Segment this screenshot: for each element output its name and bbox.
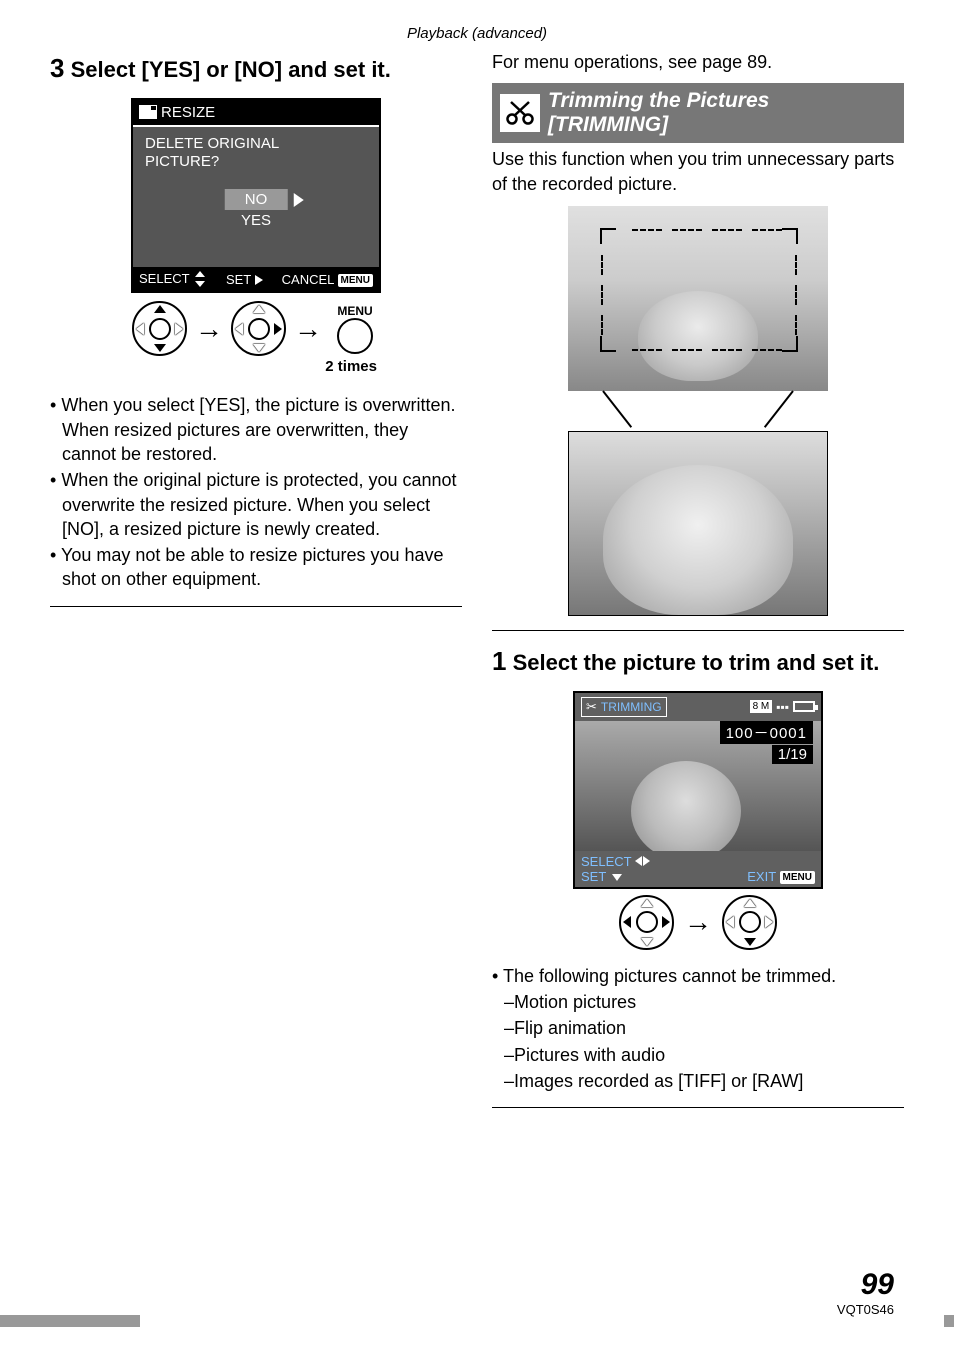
footer-set: SET (581, 869, 606, 884)
note-item: When you select [YES], the picture is ov… (50, 393, 462, 466)
trimming-section-header: Trimming the Pictures [TRIMMING] (492, 83, 904, 143)
resize-lcd-titlebar: RESIZE (133, 100, 379, 127)
footer-select: SELECT (581, 854, 631, 869)
section-divider (492, 630, 904, 631)
bear-image-placeholder (603, 465, 793, 615)
resize-options: NO YES (225, 189, 288, 229)
footer-bar-left (0, 1315, 140, 1327)
frame-number: 1/19 (772, 745, 813, 764)
dpad-updown[interactable] (132, 301, 187, 356)
picture-icon (139, 105, 157, 119)
resize-lcd: RESIZE DELETE ORIGINAL PICTURE? NO YES S… (131, 98, 381, 294)
footer-set: SET (226, 272, 251, 287)
menu-badge: MENU (780, 871, 815, 884)
cannot-trim-intro: The following pictures cannot be trimmed… (492, 964, 904, 1093)
menu-button-label: MENU (330, 304, 380, 318)
menu-button-circle-icon (337, 318, 373, 354)
arrow-icon: → (294, 313, 322, 345)
page-number: 99 (837, 1268, 894, 1302)
file-number: 100－0001 (720, 721, 813, 744)
trimming-lcd-footer: SELECT SET EXIT MENU (575, 851, 821, 887)
scissor-icon (500, 94, 540, 132)
lcd-top-icons: 8 M ▪▪▪ (750, 700, 815, 714)
crop-rectangle (602, 230, 796, 350)
trimming-lcd-title: ✂ TRIMMING (581, 697, 667, 717)
trim-source-image (568, 206, 828, 391)
two-times-label: 2 times (131, 358, 381, 375)
trimming-lcd-top: ✂ TRIMMING 8 M ▪▪▪ (575, 693, 821, 721)
step3-text: Select [YES] or [NO] and set it. (71, 57, 391, 82)
scissor-mini-icon: ✂ (586, 699, 597, 715)
right-column: For menu operations, see page 89. Trimmi… (492, 52, 904, 1122)
dpad-sequence-2: → (492, 895, 904, 950)
left-column: 3 Select [YES] or [NO] and set it. RESIZ… (50, 52, 462, 1122)
footer-cancel: CANCEL (282, 272, 334, 287)
resize-option-no[interactable]: NO (225, 189, 288, 210)
resize-lcd-body: DELETE ORIGINAL PICTURE? NO YES (133, 127, 379, 267)
trim-illustration (553, 206, 843, 616)
cannot-trim-item: Flip animation (504, 1016, 904, 1040)
arrow-icon: → (684, 906, 712, 938)
funnel-lines (568, 391, 828, 431)
cannot-trim-list: The following pictures cannot be trimmed… (492, 964, 904, 1093)
menu-reference: For menu operations, see page 89. (492, 52, 904, 73)
footer-select: SELECT (139, 271, 189, 286)
menu-badge: MENU (338, 274, 373, 287)
battery-icon (793, 701, 815, 712)
step3-number: 3 (50, 53, 64, 83)
trim-result-image (568, 431, 828, 616)
section-divider (50, 606, 462, 607)
page-footer: 99 VQT0S46 (837, 1268, 894, 1317)
cannot-trim-item: Pictures with audio (504, 1043, 904, 1067)
dpad-leftright[interactable] (619, 895, 674, 950)
cannot-trim-item: Images recorded as [TIFF] or [RAW] (504, 1069, 904, 1093)
menu-button[interactable]: MENU (330, 304, 380, 354)
note-item: When the original picture is protected, … (50, 468, 462, 541)
step1-heading: 1 Select the picture to trim and set it. (492, 645, 904, 679)
page-header: Playback (advanced) (0, 0, 954, 52)
dpad-down[interactable] (722, 895, 777, 950)
trimming-lcd: ✂ TRIMMING 8 M ▪▪▪ 100－0001 1/19 SELECT (573, 691, 823, 889)
cannot-trim-item: Motion pictures (504, 990, 904, 1014)
footer-exit: EXIT (747, 869, 776, 884)
footer-bar-right (944, 1315, 954, 1327)
quality-icon: ▪▪▪ (776, 700, 789, 714)
resize-prompt: DELETE ORIGINAL PICTURE? (145, 135, 279, 171)
manual-code: VQT0S46 (837, 1302, 894, 1317)
resize-option-yes[interactable]: YES (225, 212, 288, 229)
left-notes: When you select [YES], the picture is ov… (50, 393, 462, 591)
note-item: You may not be able to resize pictures y… (50, 543, 462, 592)
resize-lcd-footer: SELECT SET CANCEL MENU (133, 267, 379, 292)
updown-icon (193, 271, 207, 287)
step3-heading: 3 Select [YES] or [NO] and set it. (50, 52, 462, 86)
dpad-sequence: → → MENU (50, 301, 462, 356)
trimming-description: Use this function when you trim unnecess… (492, 147, 904, 196)
trimming-section-title: Trimming the Pictures [TRIMMING] (548, 89, 769, 137)
size-badge: 8 M (750, 700, 773, 713)
bear-image-placeholder (631, 761, 741, 851)
down-icon (610, 869, 622, 884)
dpad-right[interactable] (231, 301, 286, 356)
arrow-icon: → (195, 313, 223, 345)
section-divider (492, 1107, 904, 1108)
leftright-icon (635, 854, 650, 869)
step1-number: 1 (492, 646, 506, 676)
resize-lcd-title: RESIZE (161, 104, 215, 121)
step1-text: Select the picture to trim and set it. (513, 650, 880, 675)
right-triangle-icon (255, 275, 263, 285)
